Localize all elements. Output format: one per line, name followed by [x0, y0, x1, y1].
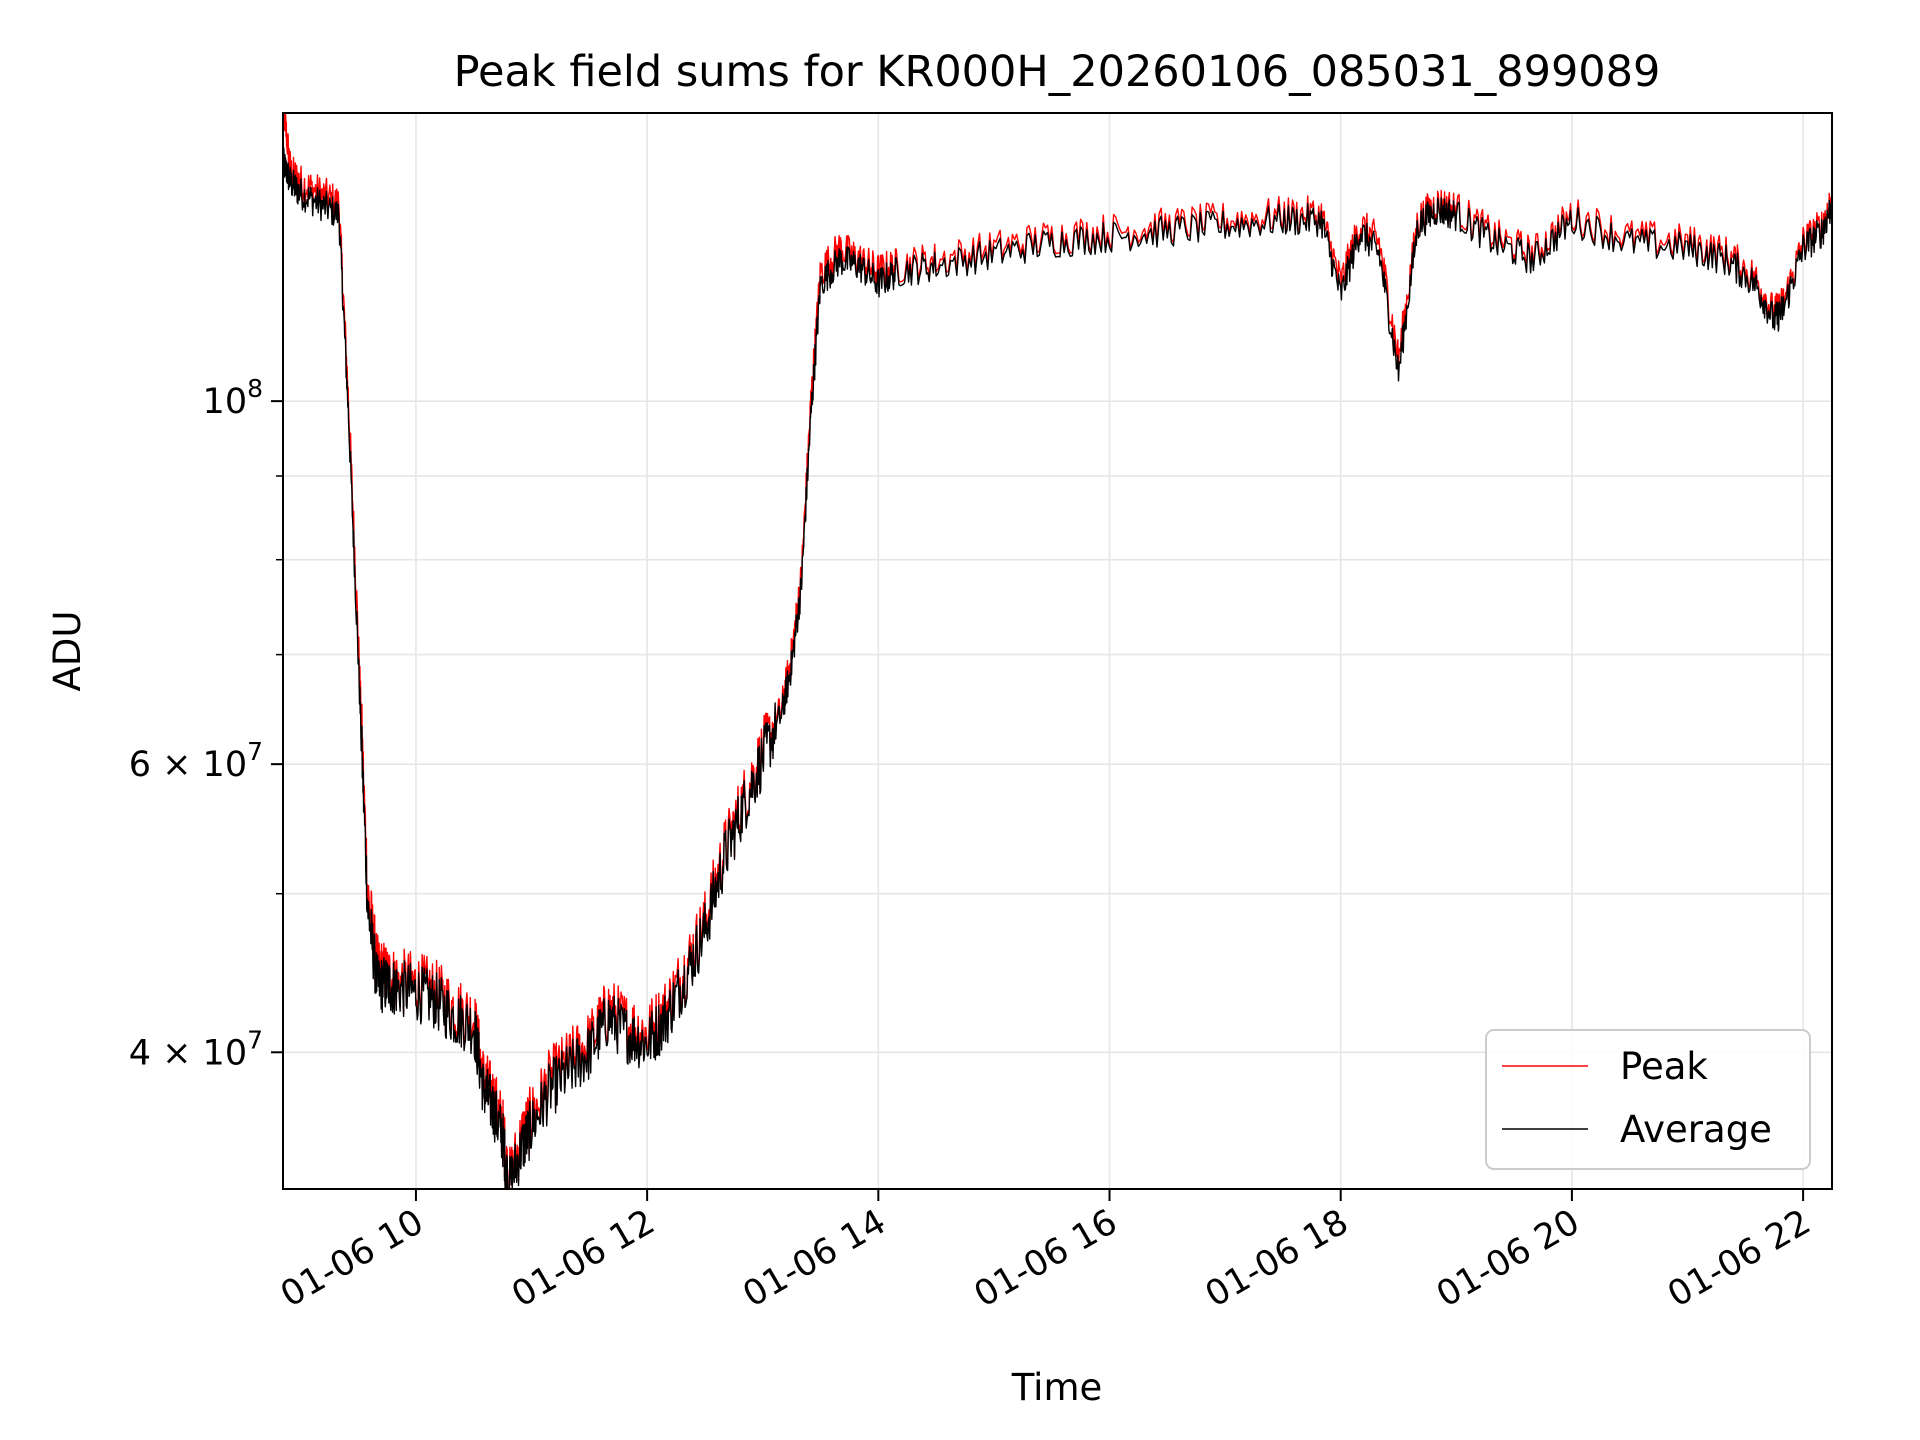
y-tick-label: 6 × 107	[129, 737, 263, 785]
legend-box	[1485, 1029, 1811, 1170]
legend: Peak Average	[1485, 1029, 1811, 1170]
x-axis-label: Time	[1011, 1366, 1103, 1409]
chart-title: Peak field sums for KR000H_20260106_0850…	[454, 47, 1661, 97]
series-layer	[282, 112, 1833, 1190]
legend-label-average: Average	[1620, 1108, 1772, 1151]
plot-frame	[282, 112, 1833, 1190]
y-tick-label: 108	[203, 374, 263, 422]
y-tick-label: 4 × 107	[129, 1025, 263, 1073]
y-axis-label: ADU	[46, 611, 89, 692]
ticks	[271, 400, 1805, 1201]
grid	[283, 113, 1832, 1189]
legend-label-peak: Peak	[1620, 1045, 1708, 1088]
series-line-average	[282, 147, 1833, 1190]
